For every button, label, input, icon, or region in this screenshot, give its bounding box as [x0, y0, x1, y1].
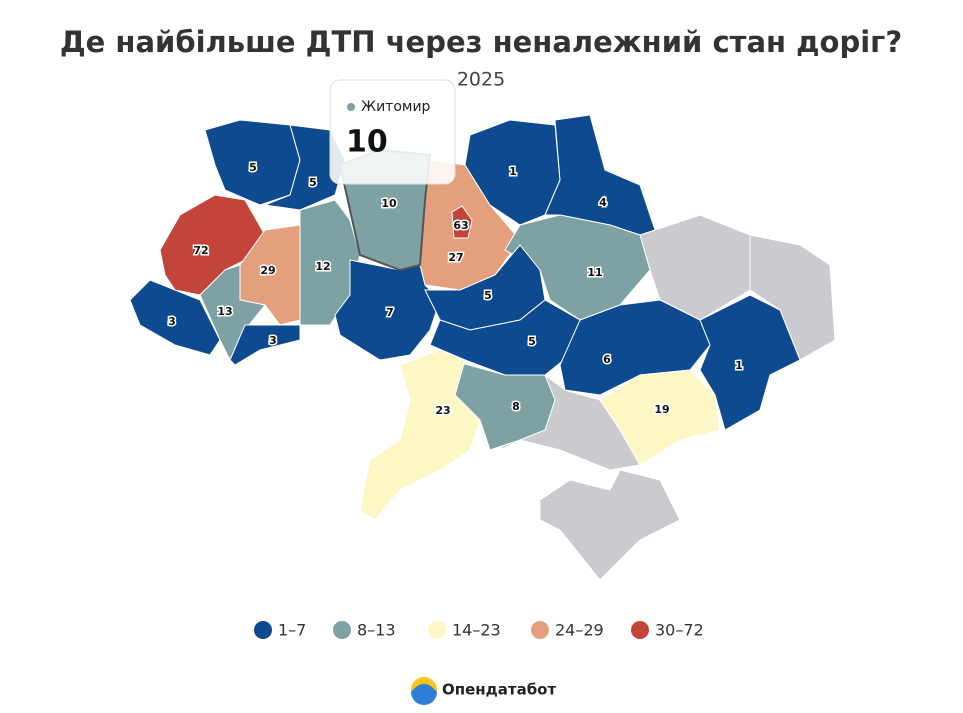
- region-no-data: [639, 214, 751, 321]
- tooltip: Житомир 10: [329, 79, 456, 185]
- legend-marker: [333, 621, 351, 639]
- region-value-label: 5: [309, 176, 317, 189]
- tooltip-value: 10: [346, 125, 388, 160]
- region-value-label: 8: [512, 400, 520, 413]
- legend-marker: [254, 621, 272, 639]
- region-no-data: [749, 234, 836, 361]
- region-value-label: 13: [217, 305, 232, 318]
- region-value-label: 11: [587, 266, 602, 279]
- legend: 1–7 8–13 14–23 24–29 30–72: [254, 621, 704, 640]
- region-labels: 5 5 10 27 63 1 4 11 72 29 12 3 13 3 7 5 5 6 1 19 8 23: [167, 160, 745, 419]
- region-value-label: 19: [654, 403, 669, 416]
- region: [599, 369, 721, 466]
- region-value-label: 23: [435, 404, 450, 417]
- tooltip-marker: [347, 103, 355, 111]
- region-value-label: 4: [599, 196, 607, 209]
- region: [451, 205, 473, 239]
- legend-marker: [428, 621, 446, 639]
- legend-label: 14–23: [452, 621, 501, 640]
- region-value-label: 3: [168, 315, 176, 328]
- legend-label: 30–72: [655, 621, 704, 640]
- region: [699, 294, 801, 431]
- tooltip-box: [329, 79, 456, 185]
- legend-label: 8–13: [357, 621, 396, 640]
- region-value-label: 5: [249, 161, 257, 174]
- region: [229, 324, 301, 366]
- subtitle: 2025: [457, 69, 505, 91]
- region-value-label: 29: [260, 264, 275, 277]
- region-value-label: 12: [315, 260, 330, 273]
- legend-label: 24–29: [555, 621, 604, 640]
- region-value-label: 1: [509, 165, 517, 178]
- region: [199, 264, 266, 362]
- brand: Опендатабот: [411, 677, 556, 705]
- brand-name: Опендатабот: [442, 681, 556, 699]
- legend-label: 1–7: [278, 621, 306, 640]
- legend-marker: [631, 621, 649, 639]
- region-value-label: 7: [386, 306, 394, 319]
- brand-logo-part: [411, 684, 437, 705]
- region-value-label: 72: [193, 244, 208, 257]
- tooltip-name: Житомир: [361, 99, 431, 115]
- legend-marker: [531, 621, 549, 639]
- region-no-data: [539, 469, 681, 581]
- title: Де найбільше ДТП через неналежний стан д…: [60, 25, 902, 59]
- region: [359, 349, 481, 521]
- region-value-label: 3: [269, 334, 277, 347]
- region-value-label: 27: [448, 251, 463, 264]
- region-value-label: 5: [528, 335, 536, 348]
- region-value-label: 63: [453, 219, 468, 232]
- region-value-label: 1: [735, 359, 743, 372]
- region-value-label: 6: [603, 353, 611, 366]
- region-value-label: 10: [381, 197, 397, 210]
- regions: [129, 114, 801, 521]
- region-value-label: 5: [484, 289, 492, 302]
